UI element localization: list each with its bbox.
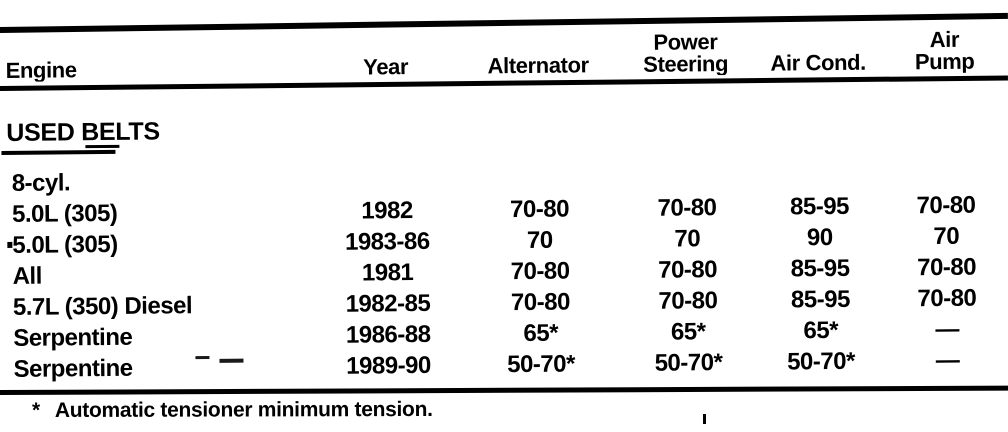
col-header-power-steering-line2: Steering: [643, 51, 729, 77]
col-header-power-steering: Power Steering: [615, 0, 756, 76]
power-steering-cell: 70-80: [658, 255, 718, 284]
year-cell: [312, 164, 462, 196]
alternator-cell: 65*: [523, 319, 559, 347]
col-header-air-pump: Air Pump: [880, 0, 1008, 74]
air-cond-cell: 85-95: [790, 285, 850, 313]
scan-artifact-tick: [703, 414, 706, 424]
section-title: USED BELTS: [6, 117, 160, 147]
col-header-air-pump-line2: Pump: [914, 48, 975, 74]
table-tilt-wrapper: Engine Year Alternator Power Steering Ai…: [0, 0, 1008, 383]
col-header-year: Year: [363, 54, 409, 80]
power-steering-cell: 70-80: [658, 286, 718, 315]
section-row-used-belts: USED BELTS: [1, 72, 1008, 168]
air-pump-cell: 70-80: [916, 191, 976, 219]
year-cell: 1981: [361, 258, 414, 287]
air-pump-cell: [882, 158, 1008, 190]
power-steering-cell: 70: [674, 224, 701, 253]
col-header-air-cond: Air Cond.: [770, 49, 866, 75]
alternator-cell: 70: [526, 226, 553, 254]
table-bottom-rule: [0, 385, 1008, 395]
year-cell: 1982-85: [345, 289, 431, 318]
engine-cell: Serpentine: [13, 323, 133, 352]
air-cond-cell: 85-95: [790, 254, 850, 282]
air-pump-cell: —: [935, 315, 960, 343]
air-cond-cell: 90: [806, 223, 833, 251]
col-header-engine: Engine: [5, 57, 77, 82]
col-header-alternator: Alternator: [487, 52, 589, 78]
engine-cell: 5.0L (305): [11, 199, 118, 228]
engine-cell: 5.0L (305): [12, 230, 118, 259]
table-header-row: Engine Year Alternator Power Steering Ai…: [0, 0, 1008, 82]
engine-cell: 8-cyl.: [11, 168, 71, 197]
power-steering-cell: [617, 161, 757, 193]
footnote: * Automatic tensioner minimum tension.: [32, 398, 433, 423]
alternator-cell: 70-80: [509, 195, 570, 223]
belt-tension-table: Engine Year Alternator Power Steering Ai…: [0, 0, 1008, 383]
power-steering-cell: 70-80: [657, 193, 717, 222]
air-cond-cell: 65*: [803, 316, 839, 344]
power-steering-cell: 65*: [670, 317, 706, 346]
year-cell: 1982: [361, 196, 413, 225]
engine-cell: All: [12, 262, 42, 290]
scan-artifact-strike2: [85, 144, 120, 149]
alternator-cell: [462, 162, 617, 194]
alternator-cell: 50-70*: [507, 349, 576, 378]
air-cond-cell: 85-95: [789, 192, 850, 220]
air-pump-cell: 70: [933, 222, 960, 250]
air-cond-cell: [757, 160, 882, 192]
power-steering-cell: 50-70*: [654, 348, 723, 377]
engine-cell: 5.7L (350) Diesel: [12, 291, 193, 321]
footnote-asterisk: *: [31, 398, 40, 422]
year-cell: 1983-86: [344, 227, 430, 256]
footnote-text: Automatic tensioner minimum tension.: [54, 397, 433, 422]
engine-cell: Serpentine: [13, 354, 133, 383]
air-pump-cell: —: [935, 346, 960, 374]
scan-artifact-dash1: [195, 356, 210, 360]
scan-artifact-dash2: [219, 358, 244, 363]
year-cell: 1986-88: [345, 320, 431, 349]
scan-artifact-dot: [7, 241, 13, 248]
air-pump-cell: 70-80: [917, 284, 977, 312]
air-pump-cell: 70-80: [917, 253, 977, 281]
alternator-cell: 70-80: [510, 288, 570, 316]
alternator-cell: 70-80: [510, 257, 570, 285]
year-cell: 1989-90: [346, 351, 431, 380]
air-cond-cell: 50-70*: [787, 347, 855, 375]
